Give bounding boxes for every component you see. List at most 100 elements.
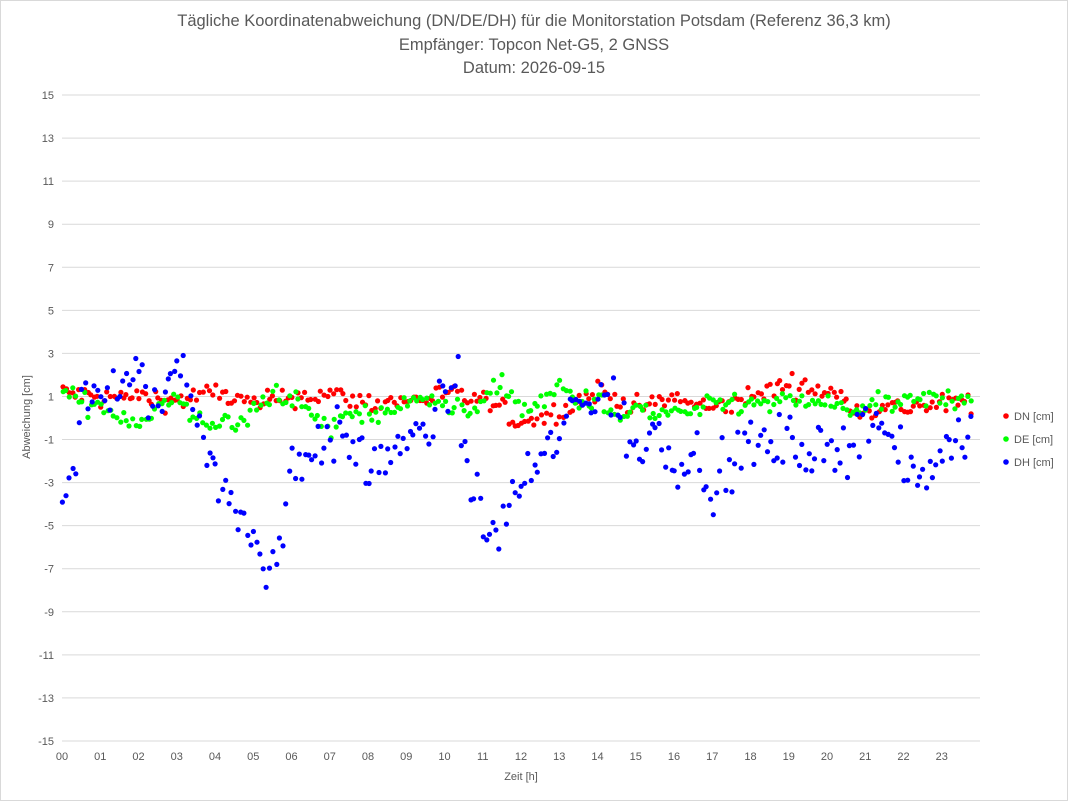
- point-dn: [548, 412, 554, 418]
- point-dh: [924, 485, 930, 491]
- y-tick-label: 13: [42, 133, 54, 145]
- point-dh: [506, 502, 512, 508]
- point-de: [652, 415, 658, 421]
- point-de: [314, 412, 320, 419]
- point-dn: [544, 410, 550, 416]
- point-dh: [368, 468, 374, 474]
- point-de: [407, 398, 413, 404]
- point-de: [391, 409, 398, 415]
- point-dh: [708, 496, 714, 502]
- point-dh: [889, 433, 895, 439]
- point-de: [356, 411, 362, 417]
- point-de: [459, 402, 465, 408]
- point-dh: [436, 378, 442, 384]
- point-dh: [844, 474, 851, 481]
- x-tick-label: 20: [821, 751, 833, 763]
- point-dh: [76, 420, 82, 426]
- point-dh: [809, 468, 815, 474]
- point-dh: [745, 438, 752, 445]
- point-dh: [604, 391, 611, 398]
- point-de: [538, 393, 544, 399]
- point-de: [720, 406, 726, 412]
- point-dn: [955, 402, 961, 408]
- x-tick-label: 02: [132, 751, 144, 763]
- point-dh: [776, 411, 782, 418]
- point-de: [487, 390, 493, 396]
- grid-lines: [62, 94, 980, 742]
- point-dh: [719, 435, 725, 441]
- point-dn: [375, 398, 381, 404]
- point-dn: [187, 397, 193, 403]
- point-de: [937, 400, 943, 406]
- point-dh: [799, 441, 805, 447]
- point-de: [732, 391, 738, 397]
- point-de: [461, 408, 467, 414]
- point-dh: [432, 406, 438, 412]
- point-de: [907, 392, 913, 398]
- point-de: [659, 407, 665, 413]
- point-de: [777, 399, 783, 405]
- point-dh: [933, 462, 939, 468]
- point-dn: [88, 392, 94, 398]
- point-dn: [269, 393, 275, 399]
- x-tick-label: 08: [362, 751, 374, 763]
- point-de: [521, 401, 528, 407]
- point-de: [66, 394, 72, 400]
- point-de: [426, 402, 433, 408]
- x-tick-label: 18: [744, 751, 756, 763]
- x-tick-label: 23: [936, 751, 948, 763]
- point-dh: [490, 519, 496, 526]
- point-dh: [283, 501, 289, 507]
- point-dn: [882, 407, 888, 413]
- point-de: [251, 400, 257, 406]
- point-dh: [832, 467, 838, 473]
- point-dn: [789, 370, 795, 377]
- point-dh: [480, 534, 486, 540]
- point-dn: [569, 408, 576, 414]
- point-dh: [561, 420, 567, 426]
- point-dh: [276, 535, 282, 541]
- point-dh: [866, 438, 872, 444]
- point-dh: [241, 510, 247, 516]
- point-de: [697, 411, 703, 418]
- point-dh: [588, 410, 594, 416]
- point-dh: [927, 458, 933, 464]
- point-dh: [254, 539, 260, 545]
- point-dn: [251, 395, 257, 401]
- point-dh: [167, 371, 173, 377]
- point-de: [965, 393, 971, 399]
- point-dh: [863, 405, 869, 412]
- point-dh: [876, 425, 882, 431]
- point-dh: [145, 415, 151, 421]
- point-dh: [592, 409, 598, 415]
- point-dh: [640, 459, 646, 465]
- point-de: [258, 402, 264, 408]
- point-dn: [391, 399, 397, 405]
- point-de: [499, 372, 505, 378]
- point-de: [245, 422, 251, 428]
- point-dh: [117, 393, 123, 400]
- point-dh: [155, 403, 161, 409]
- point-dh: [729, 489, 735, 495]
- point-dh: [828, 438, 835, 444]
- point-dh: [854, 411, 860, 417]
- point-de: [366, 411, 372, 417]
- point-de: [247, 407, 253, 413]
- point-dn: [799, 380, 805, 386]
- point-dn: [343, 397, 349, 404]
- point-dh: [89, 399, 95, 405]
- point-dn: [244, 394, 250, 400]
- point-de: [169, 400, 175, 406]
- point-dh: [478, 495, 484, 501]
- x-tick-label: 09: [400, 751, 412, 763]
- point-dn: [104, 389, 110, 395]
- point-de: [923, 403, 929, 409]
- point-dn: [843, 396, 849, 402]
- point-dh: [821, 458, 827, 464]
- point-dh: [388, 459, 394, 466]
- point-dn: [231, 398, 238, 404]
- point-dh: [694, 430, 700, 436]
- x-tick-label: 05: [247, 751, 259, 763]
- x-axis-label: Zeit [h]: [504, 771, 538, 783]
- point-dh: [968, 413, 974, 419]
